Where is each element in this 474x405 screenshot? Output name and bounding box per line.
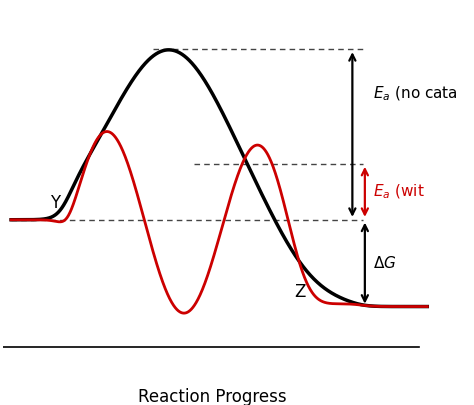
Text: $\Delta G$: $\Delta G$ bbox=[373, 255, 397, 271]
Text: Reaction Progress: Reaction Progress bbox=[138, 388, 286, 405]
Text: Y: Y bbox=[50, 194, 60, 212]
Text: Z: Z bbox=[295, 283, 306, 301]
Text: $E_a$ (no cata: $E_a$ (no cata bbox=[373, 85, 458, 103]
Text: $E_a$ (wit: $E_a$ (wit bbox=[373, 183, 425, 201]
